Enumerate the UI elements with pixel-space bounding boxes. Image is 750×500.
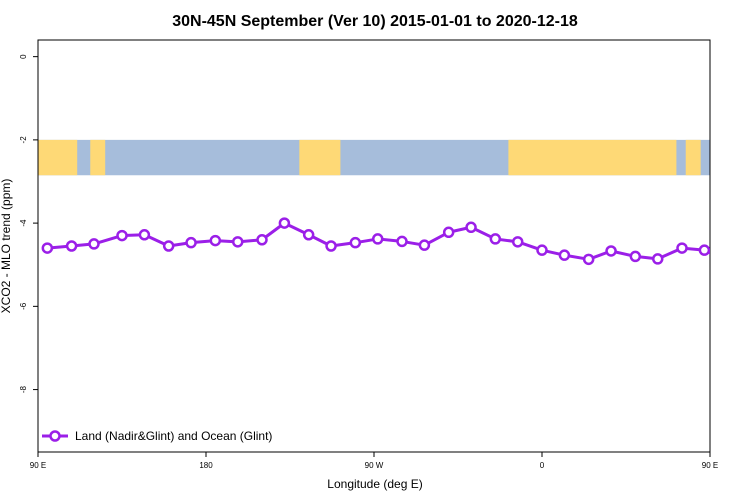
x-axis-label: Longitude (deg E) [327, 477, 422, 491]
map-land [299, 139, 341, 176]
data-point [162, 240, 175, 252]
data-point [371, 233, 384, 245]
data-point [582, 253, 595, 266]
data-point [302, 229, 315, 241]
legend: Land (Nadir&Glint) and Ocean (Glint) [42, 429, 272, 443]
data-point [536, 244, 548, 256]
data-point [651, 253, 664, 265]
data-point [465, 221, 477, 234]
data-point [442, 226, 455, 239]
data-point [511, 236, 524, 248]
data-point [605, 245, 617, 257]
data-point [418, 239, 431, 251]
x-tick-label: 0 [540, 461, 545, 470]
y-tick-label: -8 [19, 385, 28, 393]
data-point [676, 242, 688, 254]
data-point [698, 244, 710, 256]
data-point [489, 233, 502, 245]
x-tick-label: 90 E [30, 461, 46, 470]
data-point [256, 234, 268, 246]
data-point [747, 242, 750, 251]
data-point [41, 242, 54, 254]
x-tick-label: 90 W [365, 461, 384, 470]
y-tick-label: -2 [19, 136, 28, 144]
data-point [349, 236, 362, 249]
data-point [724, 257, 733, 266]
data-point [231, 236, 244, 248]
data-point [65, 240, 78, 252]
data-point [185, 236, 197, 249]
legend-label: Land (Nadir&Glint) and Ocean (Glint) [75, 429, 272, 443]
map-land [508, 139, 677, 176]
chart-title: 30N-45N September (Ver 10) 2015-01-01 to… [172, 13, 578, 30]
x-tick-label: 180 [199, 461, 213, 470]
y-tick-label: 0 [19, 54, 28, 59]
data-point [138, 229, 151, 241]
map-land [90, 139, 106, 176]
data-point [278, 217, 291, 229]
legend-marker-swatch [49, 430, 61, 442]
data-point [325, 240, 337, 252]
y-tick-label: -4 [19, 219, 28, 227]
map-land [38, 139, 78, 176]
data-point [558, 249, 571, 261]
map-land [725, 140, 747, 175]
data-point [629, 250, 642, 263]
series-layer [41, 217, 750, 266]
data-point [116, 229, 128, 242]
data-point [88, 238, 100, 250]
y-axis: 0 -2 -4 -6 -8 [19, 54, 38, 393]
data-point [209, 234, 222, 247]
map-land [685, 139, 701, 176]
y-axis-label: XCO2 - MLO trend (ppm) [0, 179, 13, 314]
x-axis: 90 E 180 90 W 0 90 E [30, 452, 718, 470]
world-map-band [38, 139, 747, 176]
data-point [396, 235, 408, 248]
x-tick-label: 90 E [702, 461, 718, 470]
y-tick-label: -6 [19, 302, 28, 310]
